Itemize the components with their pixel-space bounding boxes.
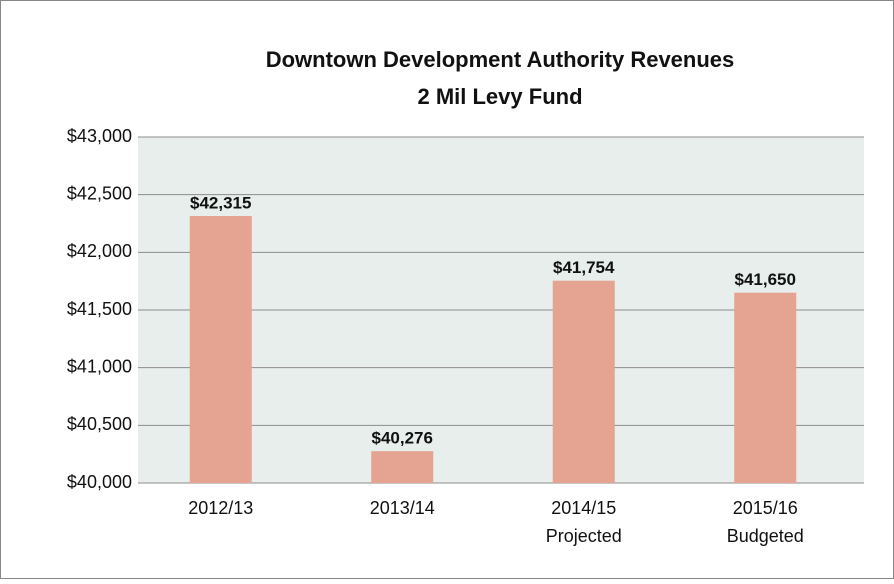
bar bbox=[189, 216, 252, 483]
y-tick-label: $43,000 bbox=[67, 126, 132, 146]
chart-title: Downtown Development Authority Revenues bbox=[266, 47, 735, 72]
x-tick-label: 2015/16 bbox=[733, 498, 798, 518]
x-tick-label: Projected bbox=[546, 526, 622, 546]
data-label: $41,650 bbox=[735, 270, 796, 289]
y-tick-label: $41,500 bbox=[67, 299, 132, 319]
y-tick-label: $40,000 bbox=[67, 472, 132, 492]
x-tick-label: Budgeted bbox=[727, 526, 804, 546]
bar bbox=[734, 292, 797, 483]
data-label: $40,276 bbox=[372, 429, 433, 448]
y-tick-label: $42,500 bbox=[67, 183, 132, 203]
data-label: $41,754 bbox=[553, 258, 615, 277]
bar bbox=[371, 451, 434, 483]
x-tick-label: 2012/13 bbox=[188, 498, 253, 518]
chart-subtitle: 2 Mil Levy Fund bbox=[417, 84, 582, 109]
x-tick-label: 2013/14 bbox=[370, 498, 435, 518]
data-label: $42,315 bbox=[190, 193, 251, 212]
bar bbox=[552, 280, 615, 483]
x-tick-label: 2014/15 bbox=[551, 498, 616, 518]
y-tick-label: $41,000 bbox=[67, 356, 132, 376]
y-tick-label: $42,000 bbox=[67, 241, 132, 261]
y-tick-label: $40,500 bbox=[67, 414, 132, 434]
